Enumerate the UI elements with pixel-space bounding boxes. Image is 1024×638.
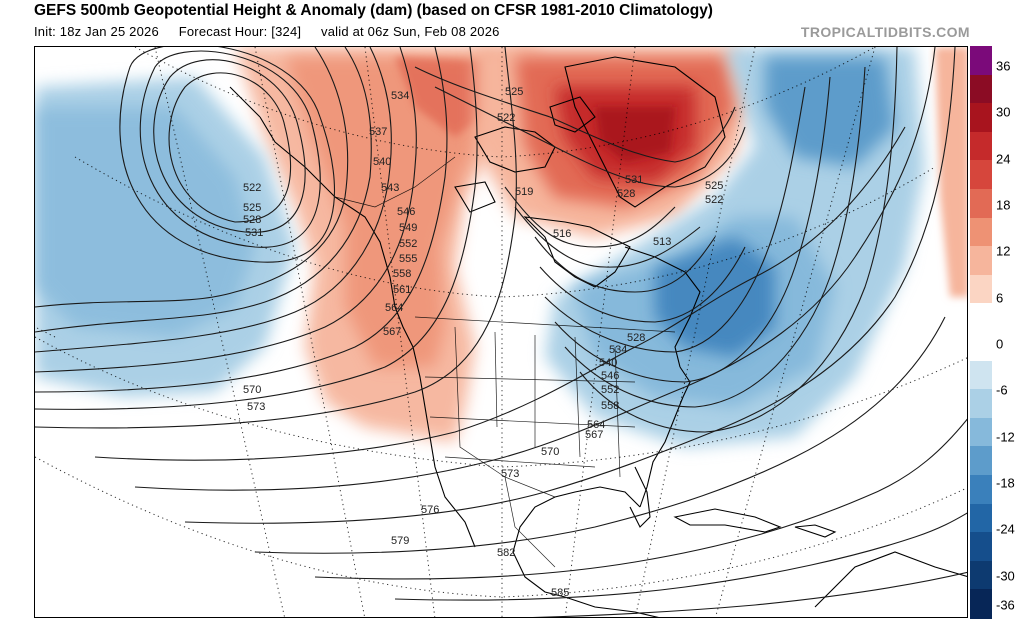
colorbar-tick: 0 (996, 336, 1004, 352)
contour-label: 564 (587, 419, 605, 431)
colorbar-segment (970, 217, 992, 248)
colorbar-segment (970, 503, 992, 534)
colorbar-tick: -24 (996, 521, 1015, 537)
colorbar-segment (970, 389, 992, 419)
contour-label: 522 (497, 112, 515, 124)
colorbar-tick: 6 (996, 290, 1004, 306)
colorbar-tick: -12 (996, 429, 1015, 445)
anomaly-map: 534 525 522 537 540 543 546 549 552 555 … (34, 46, 968, 618)
colorbar-segment (970, 103, 992, 133)
contour-label: 528 (627, 332, 645, 344)
contour-label: 546 (397, 206, 415, 218)
contour-label: 525 (505, 86, 523, 98)
colorbar-tick: 18 (996, 197, 1011, 213)
contour-label: 519 (515, 186, 533, 198)
colorbar-segment (970, 589, 992, 620)
colorbar-segment (970, 160, 992, 191)
contour-label: 552 (601, 384, 619, 396)
contour-label: 573 (501, 468, 519, 480)
init-time: Init: 18z Jan 25 2026 (34, 24, 159, 39)
contour-label: 573 (247, 401, 265, 413)
colorbar-segment (970, 131, 992, 162)
contour-label: 537 (369, 126, 387, 138)
anomaly-colorbar (970, 46, 992, 620)
contour-label: 570 (243, 384, 261, 396)
map-title: GEFS 500mb Geopotential Height & Anomaly… (34, 2, 713, 19)
colorbar-segment (970, 360, 992, 391)
contour-label: 516 (553, 228, 571, 240)
colorbar-ticks: 36 30 24 18 12 6 0 -6 -12 -18 -24 -30 -3… (994, 46, 1024, 618)
contour-label: 558 (393, 268, 411, 280)
coastlines (229, 56, 967, 617)
height-contours (35, 47, 967, 617)
contour-label: 555 (399, 253, 417, 265)
contour-label: 570 (541, 446, 559, 458)
political-borders (334, 156, 676, 568)
contour-label: 552 (399, 238, 417, 250)
contour-label: 543 (381, 182, 399, 194)
colorbar-tick: -36 (996, 597, 1015, 613)
contour-label: 558 (601, 400, 619, 412)
contour-label: 561 (393, 284, 411, 296)
map-canvas: 534 525 522 537 540 543 546 549 552 555 … (35, 47, 967, 617)
contour-label: 576 (421, 504, 439, 516)
contour-label: 546 (601, 370, 619, 382)
colorbar-tick: 36 (996, 58, 1011, 74)
contour-label: 579 (391, 535, 409, 547)
colorbar-segment (970, 274, 992, 305)
contour-label: 567 (585, 429, 603, 441)
colorbar-segment (970, 74, 992, 105)
colorbar-tick: -6 (996, 382, 1008, 398)
colorbar-tick: -30 (996, 568, 1015, 584)
contour-label: 540 (373, 156, 391, 168)
contour-label: 513 (653, 236, 671, 248)
contour-label: 522 (243, 182, 261, 194)
colorbar-segment (970, 532, 992, 562)
contour-label: 534 (609, 344, 627, 356)
contour-label: 549 (399, 222, 417, 234)
valid-time: valid at 06z Sun, Feb 08 2026 (321, 24, 500, 39)
contour-label: 531 (625, 174, 643, 186)
colorbar-segment (970, 189, 992, 219)
contour-label: 528 (617, 188, 635, 200)
colorbar-tick: 30 (996, 104, 1011, 120)
contour-label: 534 (391, 90, 409, 102)
contour-label: 540 (599, 357, 617, 369)
contour-label: 525 (243, 202, 261, 214)
forecast-hour: Forecast Hour: [324] (178, 24, 302, 39)
contour-label: 567 (383, 326, 401, 338)
colorbar-segment (970, 332, 992, 362)
contour-labels: 534 525 522 537 540 543 546 549 552 555 … (243, 86, 723, 599)
anomaly-shading (35, 47, 967, 447)
colorbar-tick: -18 (996, 475, 1015, 491)
colorbar-segment (970, 446, 992, 477)
colorbar-tick: 24 (996, 151, 1011, 167)
colorbar-tick: 12 (996, 243, 1011, 259)
contour-label: 528 (243, 214, 261, 226)
colorbar-segment (970, 303, 992, 334)
contour-label: 585 (551, 587, 569, 599)
colorbar-segment (970, 46, 992, 76)
site-credit: TROPICALTIDBITS.COM (800, 24, 970, 40)
contour-label: 582 (497, 547, 515, 559)
colorbar-segment (970, 560, 992, 591)
colorbar-segment (970, 417, 992, 448)
contour-label: 564 (385, 302, 403, 314)
colorbar-segment (970, 246, 992, 276)
colorbar-segment (970, 475, 992, 505)
contour-label: 531 (245, 227, 263, 239)
contour-label: 525 (705, 180, 723, 192)
contour-label: 522 (705, 194, 723, 206)
map-subtitle: Init: 18z Jan 25 2026 Forecast Hour: [32… (34, 24, 516, 39)
